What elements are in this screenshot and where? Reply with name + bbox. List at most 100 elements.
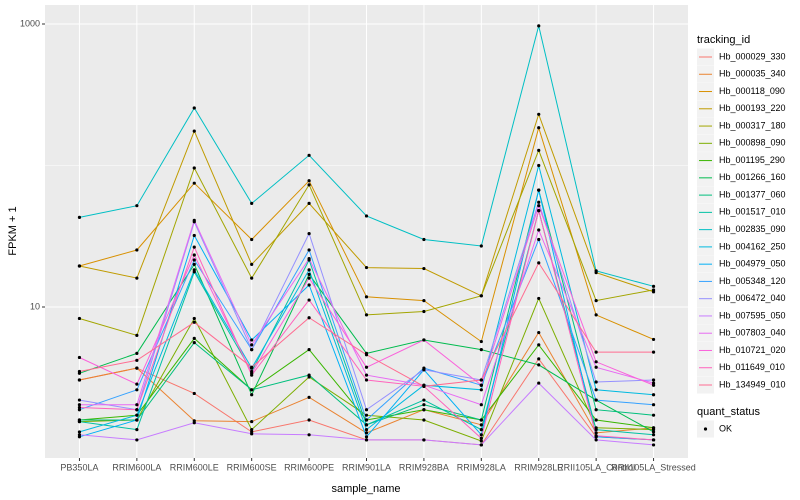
point	[192, 218, 196, 222]
point	[537, 163, 541, 168]
point	[192, 268, 196, 272]
x-tick-label: RRII105LA_Control	[557, 462, 635, 472]
point	[651, 288, 656, 292]
point-legend-title: quant_status	[697, 406, 760, 418]
point	[192, 233, 196, 238]
point	[192, 262, 196, 267]
point	[479, 339, 483, 344]
point	[192, 129, 196, 133]
point	[422, 338, 426, 342]
point	[594, 438, 598, 442]
point	[651, 403, 656, 407]
point	[479, 418, 483, 422]
point	[135, 403, 139, 407]
legend-label: Hb_006472_040	[719, 293, 786, 303]
point	[250, 276, 254, 280]
point	[594, 418, 598, 422]
point	[77, 369, 82, 374]
legend-label: Hb_000035_340	[719, 69, 786, 79]
point	[479, 403, 483, 407]
legend-label: Hb_000118_090	[719, 86, 785, 96]
point	[250, 348, 254, 352]
point	[422, 309, 426, 314]
x-tick-label: RRIM928LA	[457, 462, 506, 472]
x-tick-label: RRIM600LE	[170, 462, 219, 472]
point	[594, 428, 598, 432]
legend-label: Hb_000193_220	[719, 103, 786, 113]
point	[192, 253, 196, 257]
point	[364, 435, 369, 439]
point	[537, 357, 541, 361]
point	[307, 395, 311, 399]
point	[537, 363, 541, 367]
point	[135, 333, 139, 338]
point	[537, 237, 541, 242]
point	[77, 430, 82, 434]
point	[307, 201, 311, 205]
y-axis-title: FPKM + 1	[7, 206, 19, 255]
point	[479, 244, 483, 248]
x-tick-label: PB350LA	[60, 462, 98, 472]
point	[422, 438, 426, 442]
point	[307, 433, 311, 437]
point	[364, 413, 369, 417]
point	[594, 360, 598, 364]
point	[364, 418, 369, 422]
point	[651, 426, 656, 430]
point	[479, 378, 483, 382]
point	[307, 283, 311, 287]
point	[77, 403, 82, 407]
point	[651, 413, 656, 417]
point	[364, 373, 369, 377]
point	[422, 384, 426, 388]
point	[192, 106, 196, 110]
point	[594, 350, 598, 354]
point	[307, 272, 311, 276]
x-tick-label: RRIM600SE	[227, 462, 277, 472]
point	[651, 430, 656, 434]
point	[77, 215, 82, 219]
point	[135, 382, 139, 386]
point	[422, 237, 426, 242]
point	[537, 126, 541, 130]
legend-label: Hb_001377_060	[719, 189, 786, 199]
point	[651, 433, 656, 437]
point	[537, 343, 541, 347]
point	[364, 378, 369, 382]
point	[77, 398, 82, 402]
point	[307, 256, 311, 261]
point	[307, 316, 311, 320]
point	[307, 153, 311, 157]
legend-point	[703, 427, 708, 431]
point	[77, 405, 82, 410]
point	[651, 443, 656, 447]
point	[594, 313, 598, 317]
point	[192, 166, 196, 170]
point	[135, 204, 139, 208]
point	[192, 391, 196, 396]
x-tick-label: RRIM600LA	[112, 462, 161, 472]
point	[192, 341, 196, 345]
point	[537, 261, 541, 265]
point	[651, 383, 656, 387]
legend-title: tracking_id	[697, 34, 750, 46]
x-tick-label: RRIM901LA	[342, 462, 391, 472]
point	[135, 418, 139, 422]
point	[135, 408, 139, 412]
point	[77, 355, 82, 360]
point	[479, 423, 483, 427]
point	[250, 419, 254, 424]
legend-label: Hb_007803_040	[719, 328, 786, 338]
point	[651, 438, 656, 442]
point	[651, 378, 656, 382]
point	[364, 438, 369, 442]
point	[537, 148, 541, 152]
x-axis-title: sample_name	[331, 483, 400, 495]
legend-label: Hb_001195_290	[719, 155, 785, 165]
point	[135, 388, 139, 392]
point	[479, 388, 483, 392]
legend-label: Hb_002835_090	[719, 224, 786, 234]
point	[192, 245, 196, 249]
legend-label: Hb_134949_010	[719, 379, 786, 389]
